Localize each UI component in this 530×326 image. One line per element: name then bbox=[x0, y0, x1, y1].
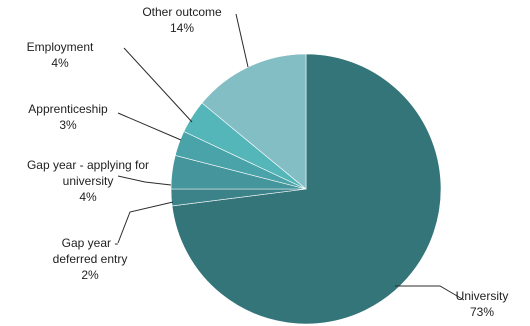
slice-label-gap-year-applying-for-university: Gap year - applying for university 4% bbox=[27, 158, 149, 204]
slice-label-apprenticeship: Apprenticeship 3% bbox=[28, 102, 108, 132]
slice-label-line: Other outcome bbox=[142, 5, 222, 19]
slice-label-line: Employment bbox=[27, 40, 94, 54]
slice-labels: University 73%Gap year -deferred entry 2%G… bbox=[27, 5, 509, 319]
slice-label-line: 4% bbox=[79, 190, 97, 204]
slice-label-line: Apprenticeship bbox=[28, 102, 108, 116]
slice-label-other-outcome: Other outcome 14% bbox=[142, 5, 222, 35]
slice-label-line: deferred entry bbox=[53, 252, 128, 266]
slice-label-line: university bbox=[63, 174, 114, 188]
leader-line-university bbox=[395, 285, 465, 301]
slice-label-line: Gap year - bbox=[62, 236, 119, 250]
leader-line-employment bbox=[123, 47, 193, 123]
pie-slice-university bbox=[171, 53, 442, 325]
leader-line-other-outcome bbox=[235, 13, 249, 68]
leader-line-gap-year-applying-for-university bbox=[117, 175, 172, 186]
leader-lines bbox=[117, 13, 465, 301]
pie-slice-other-outcome bbox=[201, 53, 307, 190]
slice-label-line: University bbox=[456, 289, 509, 303]
slice-label-line: Gap year - applying for bbox=[27, 158, 149, 172]
slice-label-university: University 73% bbox=[456, 289, 509, 319]
slice-label-gap-year-deferred-entry: Gap year - deferred entry 2% bbox=[53, 236, 128, 282]
slice-label-line: 73% bbox=[470, 305, 494, 319]
slice-label-line: 4% bbox=[51, 56, 69, 70]
leader-line-apprenticeship bbox=[117, 112, 182, 141]
pie-slices bbox=[170, 53, 442, 325]
slice-label-employment: Employment 4% bbox=[27, 40, 94, 70]
slice-label-line: 3% bbox=[59, 118, 77, 132]
leader-line-gap-year-deferred-entry bbox=[117, 201, 174, 244]
slice-label-line: 2% bbox=[81, 268, 99, 282]
slice-label-line: 14% bbox=[170, 21, 194, 35]
